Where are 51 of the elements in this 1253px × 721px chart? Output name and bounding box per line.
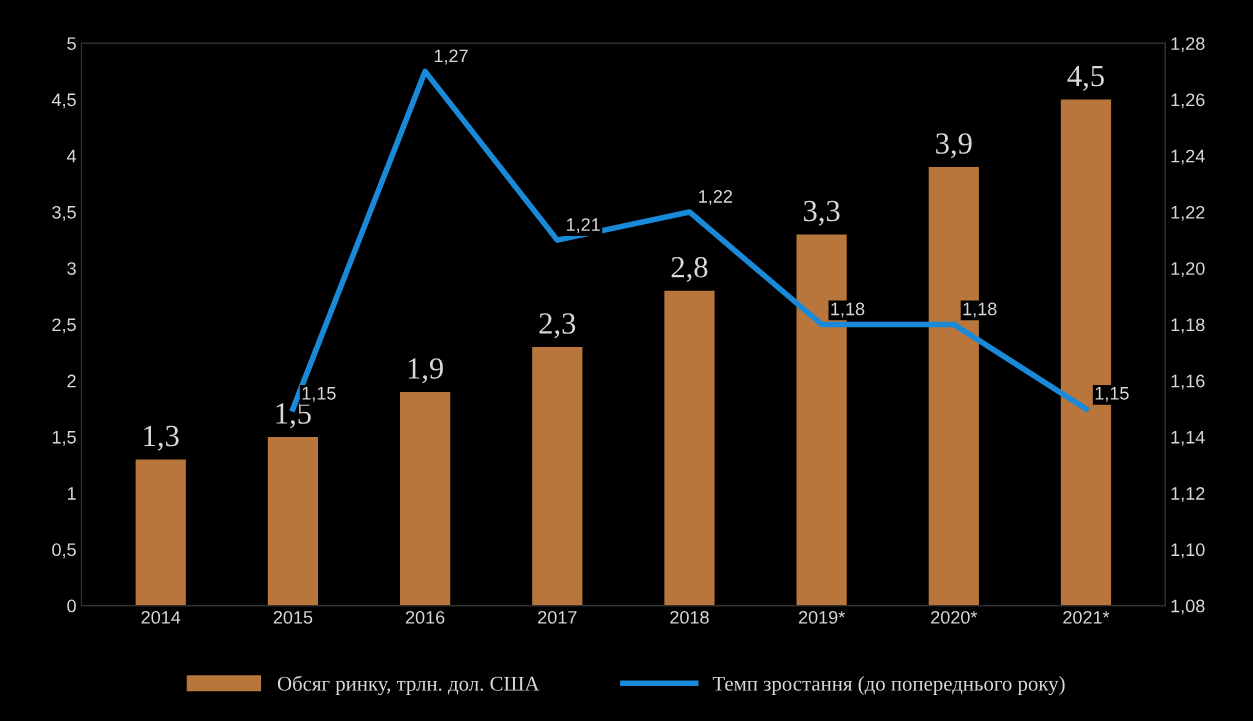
y2-tick-label: 1,24 [1171,149,1205,165]
y-tick-label: 1,5 [52,431,76,446]
x-tick-label: 2014 [141,610,181,624]
y-tick-label: 0 [67,599,76,613]
y-tick-label: 0,5 [52,543,76,559]
bar [532,346,583,606]
y-tick-label: 4 [66,149,77,163]
y-tick-label: 2,5 [52,318,76,334]
data-label: 1,22 [699,190,733,205]
y2-tick-label: 1,18 [1171,318,1205,334]
data-label: 2,8 [671,256,708,282]
y2-tick-label: 1,22 [1171,205,1205,221]
data-label: 1,18 [831,302,865,318]
y-tick-label: 2 [67,374,76,388]
data-label: 1,15 [302,387,336,402]
data-label: 4,5 [1067,65,1104,91]
data-label: 1,3 [144,425,179,451]
x-tick-label: 2015 [273,610,313,624]
data-label: 2,3 [539,313,576,339]
y2-tick-label: 1,20 [1171,262,1205,278]
x-tick-label: 2017 [538,610,577,624]
data-label: 1,15 [1095,387,1129,402]
y-tick-label: 5 [67,37,76,50]
y2-tick-label: 1,16 [1171,374,1205,390]
y2-tick-label: 1,28 [1171,37,1205,53]
data-label: 1,21 [566,218,600,234]
bar [399,391,451,606]
legend-label: Обсяг ринку, трлн. дол. США [277,675,540,696]
data-label: 1,18 [963,302,997,318]
y2-tick-label: 1,14 [1171,431,1205,446]
data-label: 1,27 [434,49,468,65]
x-tick-label: 2019* [798,610,845,624]
x-tick-label: 2016 [405,610,445,624]
y2-tick-label: 1,10 [1171,543,1205,559]
bar [267,436,319,606]
data-label: 3,9 [936,133,972,159]
data-label: 3,3 [804,200,840,226]
x-tick-label: 2021* [1063,610,1110,624]
y-tick-label: 1 [67,487,76,500]
legend-label: Темп зростання (до попереднього року) [712,676,1065,696]
y-tick-label: 3 [67,262,76,275]
y-tick-label: 4,5 [51,93,76,109]
bar [135,459,186,606]
data-label: 1,9 [408,358,443,384]
x-tick-label: 2020* [931,610,978,624]
bar [664,290,715,606]
y2-tick-label: 1,12 [1171,487,1205,503]
y2-tick-label: 1,08 [1171,599,1205,615]
y2-tick-label: 1,26 [1171,93,1205,109]
x-tick-label: 2018 [670,610,709,624]
y-tick-label: 3,5 [52,205,76,221]
